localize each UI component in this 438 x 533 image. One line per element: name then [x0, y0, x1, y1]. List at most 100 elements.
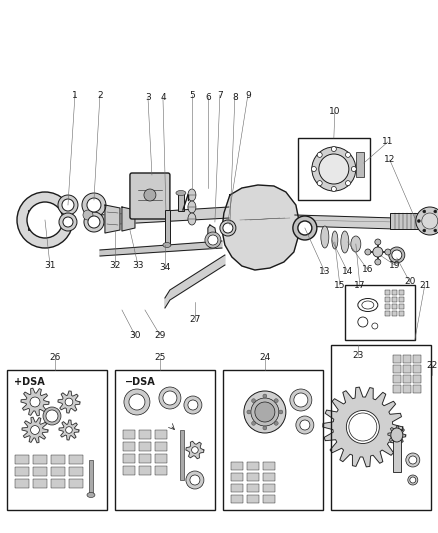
Circle shape [350, 166, 356, 172]
Ellipse shape [244, 391, 285, 433]
Bar [398, 290, 403, 295]
Bar [412, 355, 420, 363]
Circle shape [159, 387, 180, 409]
Circle shape [433, 210, 436, 213]
Circle shape [391, 250, 401, 260]
Text: 6: 6 [205, 93, 210, 101]
Circle shape [346, 410, 378, 443]
Bar [155, 454, 166, 463]
Text: 4: 4 [160, 93, 166, 101]
Bar [51, 479, 65, 488]
Circle shape [364, 249, 370, 255]
Bar [230, 484, 242, 492]
Bar [392, 365, 400, 373]
Text: 23: 23 [351, 351, 363, 359]
Ellipse shape [187, 213, 195, 225]
Text: 2: 2 [97, 91, 102, 100]
Bar [344, 285, 414, 340]
Bar [412, 385, 420, 393]
Text: 8: 8 [232, 93, 237, 101]
Circle shape [289, 389, 311, 411]
Bar [262, 462, 274, 470]
Circle shape [421, 213, 437, 229]
Circle shape [223, 223, 233, 233]
Polygon shape [21, 388, 49, 416]
Circle shape [392, 432, 399, 438]
Bar [69, 455, 83, 464]
Circle shape [251, 421, 255, 425]
Text: 33: 33 [132, 261, 143, 270]
Bar [398, 304, 403, 309]
Circle shape [43, 407, 61, 425]
Circle shape [409, 477, 415, 483]
Circle shape [374, 239, 380, 245]
Bar [180, 430, 184, 480]
Circle shape [191, 447, 198, 453]
Circle shape [129, 394, 145, 410]
Circle shape [278, 410, 282, 414]
Circle shape [84, 212, 104, 232]
Bar [138, 430, 151, 439]
Text: 25: 25 [154, 353, 165, 362]
Circle shape [372, 247, 382, 257]
Bar [115, 370, 215, 510]
Circle shape [345, 152, 350, 157]
Bar [155, 466, 166, 475]
Bar [51, 455, 65, 464]
Text: 21: 21 [418, 280, 430, 289]
Text: 5: 5 [189, 91, 194, 100]
Circle shape [415, 207, 438, 235]
Circle shape [293, 393, 307, 407]
Ellipse shape [187, 189, 195, 201]
Bar [230, 473, 242, 481]
Circle shape [262, 394, 266, 398]
Circle shape [317, 181, 321, 185]
Ellipse shape [340, 231, 348, 253]
Polygon shape [387, 426, 405, 444]
Text: 26: 26 [49, 353, 60, 362]
Circle shape [331, 187, 336, 191]
Bar [297, 138, 369, 200]
Circle shape [185, 471, 203, 489]
Bar [223, 370, 322, 510]
Text: 32: 32 [109, 261, 120, 270]
Bar [138, 454, 151, 463]
Circle shape [274, 399, 278, 403]
Polygon shape [208, 225, 217, 248]
Circle shape [317, 152, 321, 157]
Bar [355, 152, 363, 177]
Bar [384, 297, 389, 302]
Bar [33, 479, 47, 488]
Bar [391, 290, 396, 295]
Text: 30: 30 [129, 330, 140, 340]
Circle shape [31, 425, 39, 434]
Polygon shape [165, 255, 224, 308]
Polygon shape [221, 185, 298, 270]
Bar [246, 462, 258, 470]
Bar [33, 455, 47, 464]
Bar [123, 442, 134, 451]
Circle shape [254, 402, 274, 422]
Bar [89, 460, 93, 495]
Bar [398, 311, 403, 316]
Circle shape [162, 391, 177, 405]
Circle shape [417, 220, 419, 222]
Ellipse shape [87, 492, 95, 497]
Ellipse shape [187, 201, 195, 213]
Polygon shape [22, 417, 48, 443]
Circle shape [62, 199, 74, 211]
Bar [384, 290, 389, 295]
Bar [123, 430, 134, 439]
Bar [412, 375, 420, 383]
Bar [123, 454, 134, 463]
Circle shape [422, 229, 425, 232]
Circle shape [405, 453, 419, 467]
Text: 13: 13 [318, 268, 330, 277]
Text: −DSA: −DSA [124, 377, 155, 387]
Polygon shape [100, 241, 221, 256]
Bar [155, 430, 166, 439]
Polygon shape [185, 441, 203, 459]
Circle shape [205, 232, 220, 248]
Circle shape [348, 413, 376, 441]
Bar [33, 467, 47, 476]
